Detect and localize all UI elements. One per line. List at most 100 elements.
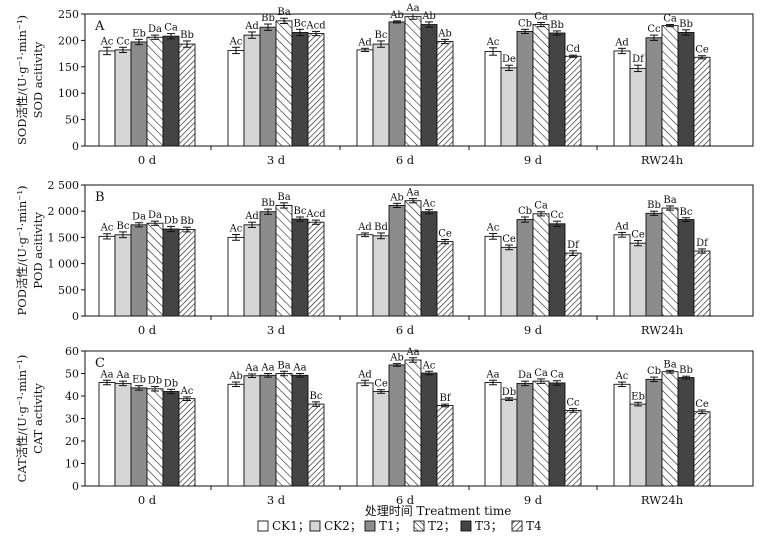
bar-t4 bbox=[307, 33, 325, 147]
error-bar bbox=[618, 381, 626, 388]
bar-t2 bbox=[275, 373, 293, 487]
x-tick-label: 9 d bbox=[524, 493, 543, 507]
error-bar bbox=[151, 34, 159, 40]
data-label: Ad bbox=[357, 369, 372, 380]
data-label: Ac bbox=[229, 224, 243, 235]
bar-t1 bbox=[645, 378, 663, 487]
bar-ck1 bbox=[613, 383, 631, 487]
bar-ck1 bbox=[484, 382, 502, 487]
y-axis-label-en: POD acitivity bbox=[31, 212, 45, 289]
error-bar bbox=[521, 28, 529, 35]
bar-t4 bbox=[178, 398, 196, 487]
bar-ck1 bbox=[227, 49, 245, 147]
error-bar bbox=[521, 216, 529, 223]
data-label: Df bbox=[696, 238, 709, 249]
data-label: Aa bbox=[405, 188, 419, 199]
bar-t4 bbox=[436, 405, 454, 487]
data-label: Ab bbox=[437, 28, 452, 39]
bar-t4 bbox=[178, 229, 196, 317]
data-label: Ce bbox=[438, 228, 452, 239]
error-bar bbox=[698, 248, 706, 254]
data-label: Ad bbox=[614, 221, 629, 232]
y-tick-label: 30 bbox=[65, 413, 79, 426]
bar-ck2 bbox=[114, 234, 132, 317]
error-bar bbox=[537, 21, 545, 28]
legend-label: CK2； bbox=[324, 519, 362, 533]
bar-t2 bbox=[275, 20, 293, 147]
y-tick-label: 0 bbox=[72, 140, 79, 153]
bar-ck2 bbox=[114, 49, 132, 147]
bar-ck1 bbox=[98, 382, 116, 487]
y-tick-label: 150 bbox=[58, 61, 79, 74]
bar-t3 bbox=[291, 374, 309, 487]
error-bar bbox=[103, 379, 111, 386]
legend-label: CK1； bbox=[272, 519, 310, 533]
bar-t2 bbox=[146, 388, 164, 487]
bar-ck1 bbox=[98, 235, 116, 317]
bar-t3 bbox=[162, 391, 180, 487]
error-bar bbox=[280, 370, 288, 377]
data-label: Ca bbox=[534, 201, 548, 212]
x-tick-label: 9 d bbox=[524, 323, 543, 337]
data-label: Ac bbox=[615, 371, 629, 382]
error-bar bbox=[618, 47, 626, 55]
bar-ck1 bbox=[227, 236, 245, 317]
error-bar bbox=[618, 231, 626, 238]
error-bar bbox=[312, 30, 320, 37]
data-label: Cc bbox=[116, 36, 130, 47]
error-bar bbox=[666, 205, 674, 211]
data-label: Ca bbox=[534, 368, 548, 379]
bar-t4 bbox=[178, 43, 196, 147]
error-bar bbox=[409, 198, 417, 204]
error-bar bbox=[280, 202, 288, 209]
bar-t4 bbox=[693, 56, 711, 147]
legend-item-ck1: CK1； bbox=[257, 519, 310, 533]
bar-ck2 bbox=[114, 382, 132, 487]
data-label: Bd bbox=[374, 222, 388, 233]
error-bar bbox=[377, 232, 385, 240]
data-label: Ac bbox=[180, 386, 194, 397]
panel-B: 0 500 1 000 1 500 2 000 2 500 0 d 3 d 6 d 9 d RW24… bbox=[15, 179, 754, 337]
panel-letter: C bbox=[95, 356, 105, 371]
bar-t4 bbox=[564, 252, 582, 317]
bar-t2 bbox=[404, 16, 422, 147]
y-axis-label: SOD活性/(U·g⁻¹·min⁻¹) bbox=[15, 15, 29, 145]
error-bar bbox=[119, 231, 127, 239]
legend-item-t3: T3； bbox=[460, 519, 503, 533]
legend-swatch bbox=[511, 520, 523, 532]
bar-t3 bbox=[291, 218, 309, 317]
data-label: Cc bbox=[647, 24, 661, 35]
error-bar bbox=[312, 219, 320, 225]
error-bar bbox=[183, 40, 191, 48]
error-bar bbox=[183, 226, 191, 233]
data-label: Ce bbox=[695, 399, 709, 410]
data-label: Ab bbox=[228, 371, 243, 382]
bar-t2 bbox=[404, 359, 422, 487]
x-tick-label: RW24h bbox=[641, 153, 684, 167]
bar-ck2 bbox=[372, 391, 390, 487]
x-tick-label: 6 d bbox=[396, 323, 415, 337]
error-bar bbox=[103, 233, 111, 240]
y-tick-label: 100 bbox=[58, 87, 79, 100]
bar-t2 bbox=[146, 222, 164, 317]
error-bar bbox=[666, 369, 674, 374]
bar-ck2 bbox=[243, 34, 261, 147]
data-label: Bb bbox=[550, 20, 564, 31]
y-tick-label: 1 500 bbox=[48, 231, 80, 244]
data-label: Aa bbox=[244, 363, 258, 374]
data-label: Ba bbox=[277, 360, 290, 371]
error-bar bbox=[521, 380, 529, 387]
error-bar bbox=[489, 379, 497, 386]
bar-t3 bbox=[162, 228, 180, 317]
data-label: Ab bbox=[389, 353, 404, 364]
bar-t1 bbox=[259, 26, 277, 147]
data-label: Ab bbox=[389, 192, 404, 203]
error-bar bbox=[377, 389, 385, 394]
y-tick-label: 0 bbox=[72, 480, 79, 493]
error-bar bbox=[264, 373, 272, 378]
bar-t3 bbox=[548, 32, 566, 147]
x-tick-label: 3 d bbox=[267, 323, 286, 337]
data-label: Da bbox=[518, 370, 532, 381]
error-bar bbox=[248, 373, 256, 379]
error-bar bbox=[119, 380, 127, 387]
